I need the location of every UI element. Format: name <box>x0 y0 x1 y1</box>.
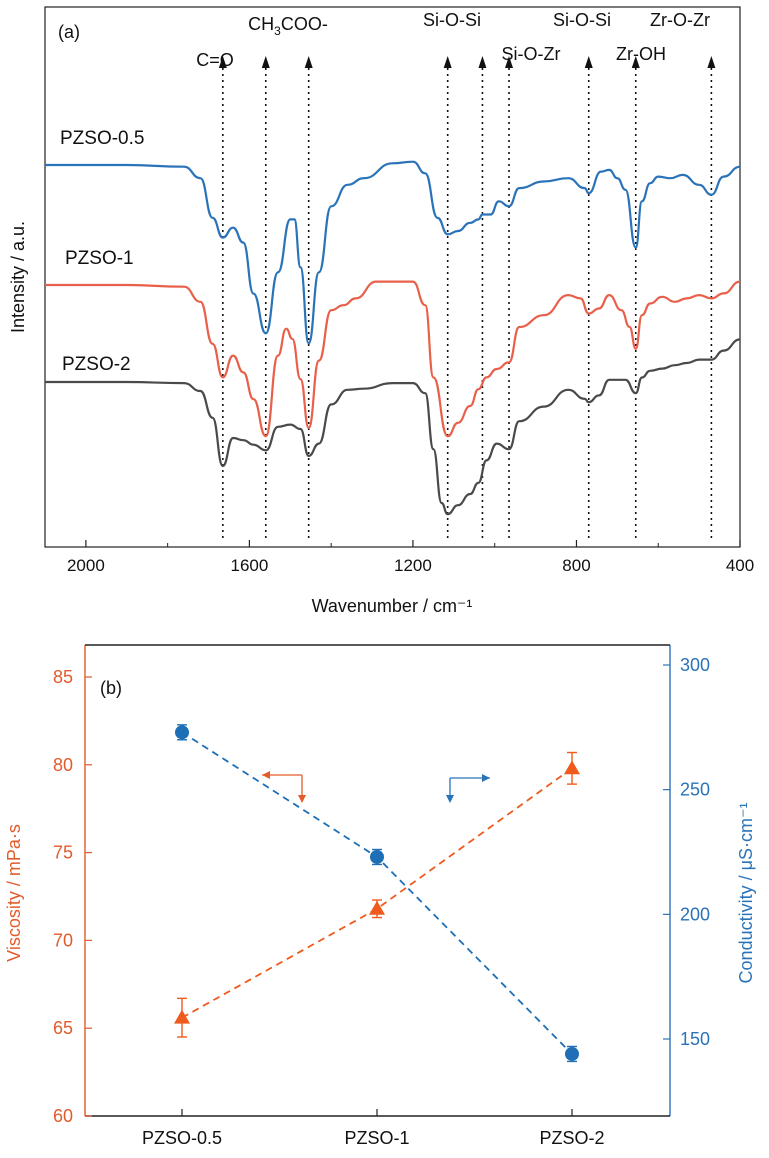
spectrum-pzso-1 <box>45 280 741 438</box>
panel-label-b: (b) <box>100 678 122 698</box>
spectrum-pzso-0-5 <box>45 160 741 345</box>
y-right-label-b: Conductivity / μS·cm⁻¹ <box>736 803 756 984</box>
x-tick-label: 1200 <box>394 556 432 575</box>
peak-arrowhead <box>631 56 640 68</box>
y-left-tick-label: 85 <box>53 667 73 687</box>
x-tick-label: 2000 <box>67 556 105 575</box>
arrowhead-down-right <box>446 795 454 803</box>
peak-arrowhead <box>218 56 227 68</box>
peak-arrowhead <box>478 56 487 68</box>
y-right-tick-label: 200 <box>680 904 710 924</box>
viscosity-point <box>369 900 385 915</box>
spectrum-pzso-2 <box>45 338 741 516</box>
peak-arrowhead <box>261 56 270 68</box>
peak-annotation: Si-O-Si <box>553 10 611 30</box>
x-axis-label-a: Wavenumber / cm⁻¹ <box>312 596 473 616</box>
viscosity-point <box>564 760 580 775</box>
peak-annotation: Si-O-Si <box>423 10 481 30</box>
x-category-label: PZSO-0.5 <box>142 1128 222 1148</box>
conductivity-point <box>370 849 384 864</box>
x-tick-label: 800 <box>562 556 590 575</box>
y-right-tick-label: 150 <box>680 1029 710 1049</box>
peak-arrowhead <box>505 56 514 68</box>
arrowhead-left <box>262 771 270 779</box>
trend-line-conductivity <box>181 731 573 1055</box>
peak-annotation: CH3COO- <box>248 14 328 38</box>
conductivity-point <box>175 725 189 740</box>
x-tick-label: 400 <box>726 556 754 575</box>
arrowhead-down-left <box>298 795 306 803</box>
peak-arrowhead <box>584 56 593 68</box>
ftir-chart: (a) 2000 1600 1200 800 400 PZSO-0.5 PZSO-1 PZS… <box>8 6 754 616</box>
y-right-tick-label: 250 <box>680 780 710 800</box>
y-left-tick-label: 60 <box>53 1106 73 1126</box>
peak-annotation: Si-O-Zr <box>502 44 561 64</box>
peak-arrowhead <box>304 56 313 68</box>
x-tick-label: 1600 <box>230 556 268 575</box>
x-category-label: PZSO-1 <box>344 1128 409 1148</box>
x-category-label: PZSO-2 <box>539 1128 604 1148</box>
peak-annotation: C=O <box>196 50 234 70</box>
series-label: PZSO-2 <box>62 354 131 375</box>
series-label: PZSO-0.5 <box>60 128 144 149</box>
y-left-tick-label: 65 <box>53 1018 73 1038</box>
plot-frame-a <box>44 6 741 548</box>
peak-annotation: Zr-OH <box>616 44 666 64</box>
conductivity-point <box>565 1046 579 1061</box>
arrowhead-right <box>482 774 490 782</box>
y-axis-label-a: Intensity / a.u. <box>8 221 28 333</box>
y-right-tick-label: 300 <box>680 655 710 675</box>
peak-arrowhead <box>707 56 716 68</box>
y-left-tick-label: 80 <box>53 755 73 775</box>
peak-arrowhead <box>443 56 452 68</box>
y-left-tick-label: 75 <box>53 843 73 863</box>
peak-annotation: Zr-O-Zr <box>650 10 710 30</box>
trend-line-viscosity <box>181 767 573 1019</box>
panel-label-a: (a) <box>58 22 80 42</box>
y-left-label-b: Viscosity / mPa·s <box>4 824 24 962</box>
y-left-tick-label: 70 <box>53 930 73 950</box>
series-label: PZSO-1 <box>65 248 134 269</box>
viscosity-point <box>174 1009 190 1024</box>
